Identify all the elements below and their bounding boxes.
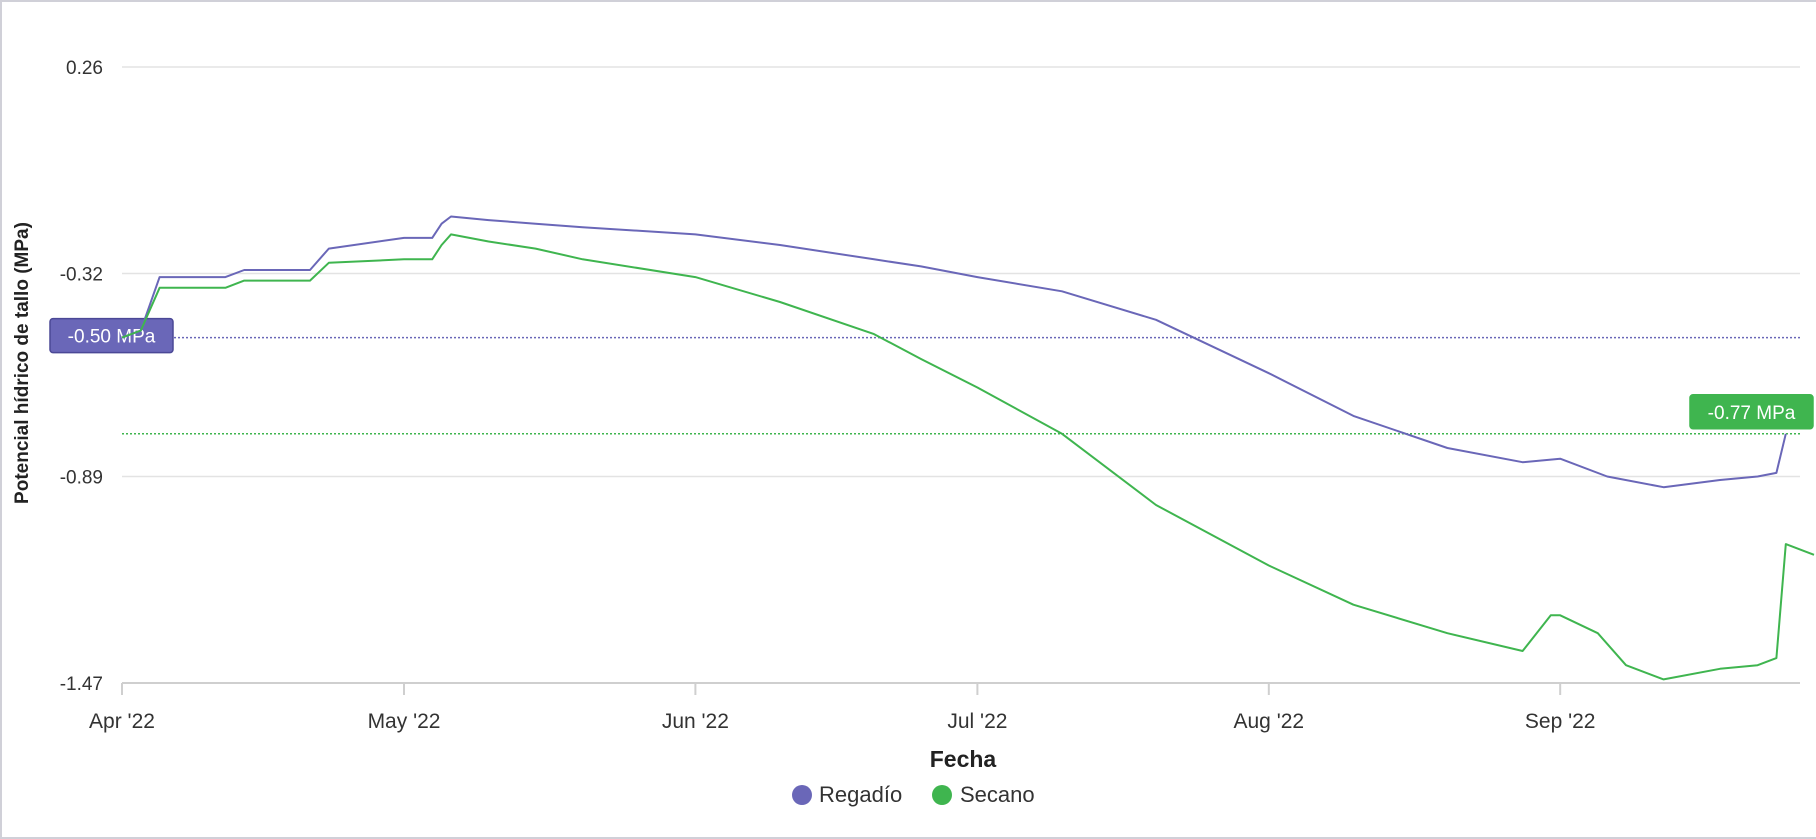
reference-label: -0.77 MPa xyxy=(1708,403,1796,424)
x-tick-label: Jun '22 xyxy=(662,710,729,733)
legend: Regadío Secano xyxy=(792,782,1035,807)
x-tick-label: Apr '22 xyxy=(89,710,155,733)
x-tick-label: May '22 xyxy=(368,710,441,733)
legend-marker-regadio xyxy=(792,785,812,805)
legend-label-secano: Secano xyxy=(960,782,1035,807)
legend-item-regadio[interactable]: Regadío xyxy=(792,782,902,807)
grid-layer xyxy=(122,66,1800,684)
y-tick-label: -1.47 xyxy=(60,674,103,695)
series-line-regadio xyxy=(121,215,1787,489)
x-tick-label: Sep '22 xyxy=(1525,710,1596,733)
series-layer xyxy=(121,215,1815,681)
legend-label-regadio: Regadío xyxy=(819,782,902,807)
y-tick-label: -0.32 xyxy=(60,265,103,286)
legend-item-secano[interactable]: Secano xyxy=(932,782,1035,807)
y-axis-title: Potencial hídrico de tallo (MPa) xyxy=(12,222,33,504)
reference-label: -0.50 MPa xyxy=(68,327,156,348)
x-axis-title: Fecha xyxy=(930,746,997,772)
x-tick-label: Aug '22 xyxy=(1234,710,1305,733)
y-tick-label: 0.26 xyxy=(66,58,103,79)
x-tick-label: Jul '22 xyxy=(947,710,1007,733)
reference-lines: -0.50 MPa -0.77 MPa xyxy=(49,317,1814,435)
reference-label-box xyxy=(1689,394,1814,430)
axis-layer: 0.26 -0.32 -0.89 -1.47 Apr '22 May '22 Jun '22… xyxy=(60,58,1800,733)
series-line-secano xyxy=(121,233,1815,681)
legend-marker-secano xyxy=(932,785,952,805)
y-tick-label: -0.89 xyxy=(60,467,103,488)
